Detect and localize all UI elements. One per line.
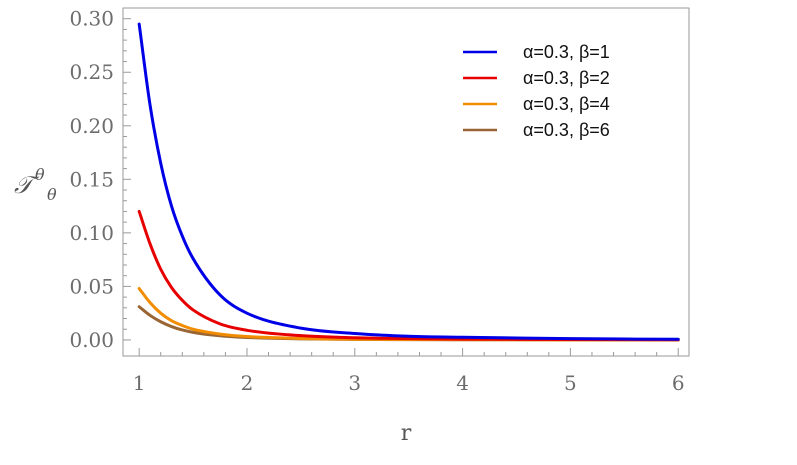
y-tick-label: 0.20 bbox=[69, 114, 114, 138]
x-tick-label: 2 bbox=[241, 371, 254, 395]
x-tick-label: 5 bbox=[564, 371, 577, 395]
y-tick-label: 0.15 bbox=[69, 167, 114, 191]
legend-label: α=0.3, β=2 bbox=[523, 68, 610, 88]
legend-label: α=0.3, β=6 bbox=[523, 120, 610, 140]
y-axis-title: 𝒯 θ θ bbox=[14, 165, 57, 204]
y-tick-label: 0.30 bbox=[69, 7, 114, 31]
axis-ticks bbox=[123, 18, 679, 356]
y-axis-title-sub: θ bbox=[47, 185, 57, 204]
y-axis-title-sup: θ bbox=[35, 165, 45, 184]
x-tick-label: 6 bbox=[672, 371, 685, 395]
y-tick-label: 0.25 bbox=[69, 60, 114, 84]
x-tick-label: 3 bbox=[348, 371, 361, 395]
x-tick-label: 4 bbox=[456, 371, 469, 395]
series-line-0-3-2 bbox=[137, 209, 680, 342]
y-tick-labels: 0.00 0.05 0.10 0.15 0.20 0.25 0.30 bbox=[69, 7, 114, 352]
plot-frame bbox=[122, 7, 690, 357]
x-axis-title: r bbox=[401, 421, 412, 446]
series-line-0-3-1 bbox=[137, 22, 680, 341]
x-tick-label: 1 bbox=[133, 371, 146, 395]
legend: α=0.3, β=1 α=0.3, β=2 α=0.3, β=4 α=0.3, β=6 bbox=[463, 42, 610, 140]
legend-label: α=0.3, β=4 bbox=[523, 94, 610, 114]
y-tick-label: 0.05 bbox=[69, 274, 114, 298]
series-lines bbox=[137, 22, 680, 342]
legend-label: α=0.3, β=1 bbox=[523, 42, 610, 62]
x-tick-labels: 1 2 3 4 5 6 bbox=[133, 371, 685, 395]
y-tick-label: 0.00 bbox=[69, 328, 114, 352]
y-tick-label: 0.10 bbox=[69, 221, 114, 245]
